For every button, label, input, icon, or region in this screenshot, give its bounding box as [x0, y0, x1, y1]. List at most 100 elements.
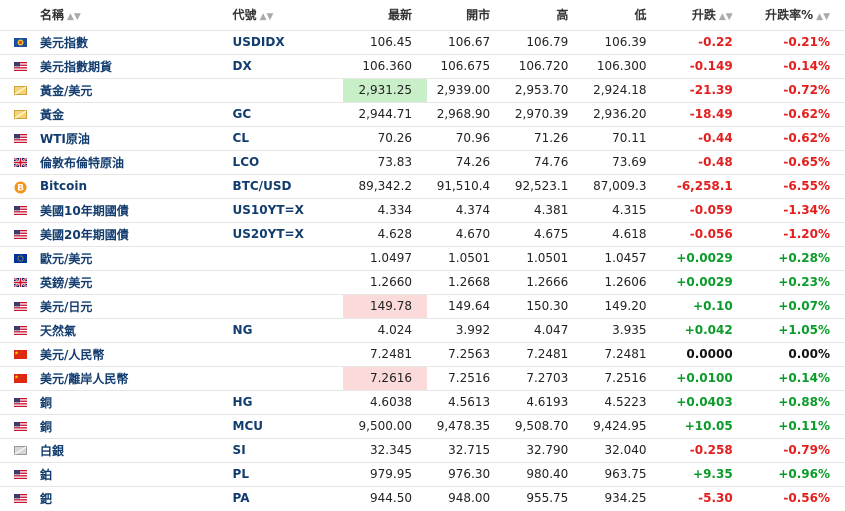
instrument-code[interactable]: BTC/USD	[232, 173, 343, 198]
instrument-name[interactable]: 黃金/美元	[40, 83, 93, 98]
table-row[interactable]: 白銀 SI 32.345 32.715 32.790 32.040 -0.258 -0.79%	[0, 437, 845, 462]
table-row[interactable]: 銅 MCU 9,500.00 9,478.35 9,508.70 9,424.95 +10.…	[0, 413, 845, 438]
instrument-name-cell[interactable]: 美國10年期國債	[0, 197, 233, 222]
instrument-name[interactable]: 美元/日元	[40, 299, 93, 314]
instrument-code[interactable]	[232, 77, 343, 102]
instrument-name[interactable]: 銅	[40, 419, 53, 434]
table-row[interactable]: 鉑 PL 979.95 976.30 980.40 963.75 +9.35 +0.96%	[0, 461, 845, 486]
header-open[interactable]: 開市	[466, 8, 491, 23]
header-last[interactable]: 最新	[387, 8, 412, 23]
instrument-code[interactable]: GC	[232, 101, 343, 126]
instrument-name-cell[interactable]: WTI原油	[0, 125, 233, 150]
instrument-name-cell[interactable]: 美元指數期貨	[0, 53, 233, 78]
instrument-code[interactable]: SI	[232, 437, 343, 462]
instrument-name[interactable]: 美元指數	[40, 35, 89, 50]
instrument-name-cell[interactable]: 美元/人民幣	[0, 341, 233, 366]
instrument-name-cell[interactable]: 黃金	[0, 101, 233, 126]
instrument-name[interactable]: 銅	[40, 395, 53, 410]
table-row[interactable]: B Bitcoin BTC/USD 89,342.2 91,510.4 92,523.1 8…	[0, 173, 845, 198]
instrument-name-cell[interactable]: 倫敦布倫特原油	[0, 149, 233, 174]
table-row[interactable]: 美元指數期貨 DX 106.360 106.675 106.720 106.300 -0.1…	[0, 53, 845, 78]
instrument-name[interactable]: 鉑	[40, 467, 53, 482]
instrument-name[interactable]: WTI原油	[40, 131, 90, 146]
header-low[interactable]: 低	[634, 8, 647, 23]
instrument-code[interactable]: PA	[232, 485, 343, 510]
uk-flag-icon	[14, 277, 27, 287]
table-row[interactable]: 黃金/美元 2,931.25 2,939.00 2,953.70 2,924.18 -21…	[0, 77, 845, 102]
instrument-name-cell[interactable]: 鉑	[0, 461, 233, 486]
instrument-name[interactable]: 白銀	[40, 443, 65, 458]
table-row[interactable]: 美元指數 USDIDX 106.45 106.67 106.79 106.39 -0.22-…	[0, 29, 845, 54]
low-price: 73.69	[583, 149, 662, 174]
instrument-name[interactable]: 美元指數期貨	[40, 59, 113, 74]
sort-icon[interactable]: ▲▼	[718, 12, 733, 23]
instrument-code[interactable]: MCU	[232, 413, 343, 438]
low-price: 963.75	[583, 461, 662, 486]
low-price: 9,424.95	[583, 413, 662, 438]
instrument-code[interactable]	[232, 365, 343, 390]
instrument-name[interactable]: 黃金	[40, 107, 65, 122]
table-row[interactable]: 美元/日元 149.78 149.64 150.30 149.20 +0.10 +0.07%	[0, 293, 845, 318]
instrument-name-cell[interactable]: 歐元/美元	[0, 245, 233, 270]
instrument-name-cell[interactable]: 英鎊/美元	[0, 269, 233, 294]
header-high[interactable]: 高	[556, 8, 569, 23]
instrument-name[interactable]: 英鎊/美元	[40, 275, 93, 290]
instrument-code[interactable]	[232, 269, 343, 294]
table-row[interactable]: 美元/人民幣 7.2481 7.2563 7.2481 7.2481 0.0000 0.00…	[0, 341, 845, 366]
table-row[interactable]: 歐元/美元 1.0497 1.0501 1.0501 1.0457 +0.0029 +0.2…	[0, 245, 845, 270]
table-row[interactable]: 倫敦布倫特原油 LCO 73.83 74.26 74.76 73.69 -0.48 -0.65…	[0, 149, 845, 174]
table-row[interactable]: 黃金 GC 2,944.71 2,968.90 2,970.39 2,936.20 -18.…	[0, 101, 845, 126]
instrument-code[interactable]: US10YT=X	[232, 197, 343, 222]
header-change[interactable]: 升跌 ▲▼	[691, 8, 733, 23]
instrument-name[interactable]: 美國10年期國債	[40, 203, 129, 218]
instrument-name[interactable]: 美元/離岸人民幣	[40, 371, 129, 386]
instrument-code[interactable]: NG	[232, 317, 343, 342]
instrument-code[interactable]: HG	[232, 389, 343, 414]
instrument-name-cell[interactable]: 美元指數	[0, 29, 233, 54]
instrument-code[interactable]: USDIDX	[232, 29, 343, 54]
instrument-name-cell[interactable]: 美元/日元	[0, 293, 233, 318]
table-row[interactable]: WTI原油 CL 70.26 70.96 71.26 70.11 -0.44 -0.62%	[0, 125, 845, 150]
header-change-pct[interactable]: 升跌率% ▲▼	[765, 8, 830, 23]
instrument-code[interactable]	[232, 341, 343, 366]
sort-icon[interactable]: ▲▼	[67, 12, 81, 23]
table-row[interactable]: 美國20年期國債 US20YT=X 4.628 4.670 4.675 4.618 -0.0…	[0, 221, 845, 246]
open-price: 2,939.00	[426, 77, 506, 102]
instrument-name[interactable]: 美元/人民幣	[40, 347, 105, 362]
sort-icon[interactable]: ▲▼	[259, 12, 274, 23]
sort-icon[interactable]: ▲▼	[816, 12, 830, 23]
last-price: 7.2616	[342, 365, 427, 390]
change-percent: +0.11%	[747, 413, 845, 438]
instrument-name-cell[interactable]: 黃金/美元	[0, 77, 233, 102]
instrument-name-cell[interactable]: 白銀	[0, 437, 233, 462]
table-row[interactable]: 英鎊/美元 1.2660 1.2668 1.2666 1.2606 +0.0029 +0.2…	[0, 269, 845, 294]
instrument-name[interactable]: 鈀	[40, 491, 53, 506]
header-code[interactable]: 代號 ▲▼	[232, 8, 274, 23]
instrument-code[interactable]	[232, 245, 343, 270]
instrument-name-cell[interactable]: 美元/離岸人民幣	[0, 365, 233, 390]
instrument-name-cell[interactable]: 銅	[0, 413, 233, 438]
instrument-code[interactable]: LCO	[232, 149, 343, 174]
table-row[interactable]: 鈀 PA 944.50 948.00 955.75 934.25 -5.30 -0.56%	[0, 485, 845, 510]
table-row[interactable]: 美元/離岸人民幣 7.2616 7.2516 7.2703 7.2516 +0.0100 +…	[0, 365, 845, 390]
instrument-name[interactable]: 歐元/美元	[40, 251, 93, 266]
table-row[interactable]: 銅 HG 4.6038 4.5613 4.6193 4.5223 +0.0403 +0.88%	[0, 389, 845, 414]
instrument-code[interactable]: US20YT=X	[232, 221, 343, 246]
instrument-name[interactable]: 美國20年期國債	[40, 227, 129, 242]
instrument-code[interactable]: PL	[232, 461, 343, 486]
instrument-name-cell[interactable]: 天然氣	[0, 317, 233, 342]
instrument-name-cell[interactable]: 銅	[0, 389, 233, 414]
table-row[interactable]: 美國10年期國債 US10YT=X 4.334 4.374 4.381 4.315 -0.0…	[0, 197, 845, 222]
header-name[interactable]: 名稱 ▲▼	[40, 8, 81, 23]
instrument-name[interactable]: Bitcoin	[40, 179, 88, 193]
instrument-name-cell[interactable]: B Bitcoin	[0, 173, 233, 198]
instrument-name[interactable]: 天然氣	[40, 323, 77, 338]
instrument-name-cell[interactable]: 鈀	[0, 485, 233, 510]
instrument-code[interactable]	[232, 293, 343, 318]
table-row[interactable]: 天然氣 NG 4.024 3.992 4.047 3.935 +0.042 +1.05%	[0, 317, 845, 342]
instrument-name-cell[interactable]: 美國20年期國債	[0, 221, 233, 246]
high-price: 2,970.39	[505, 101, 584, 126]
instrument-code[interactable]: CL	[232, 125, 343, 150]
instrument-code[interactable]: DX	[232, 53, 343, 78]
instrument-name[interactable]: 倫敦布倫特原油	[40, 155, 125, 170]
